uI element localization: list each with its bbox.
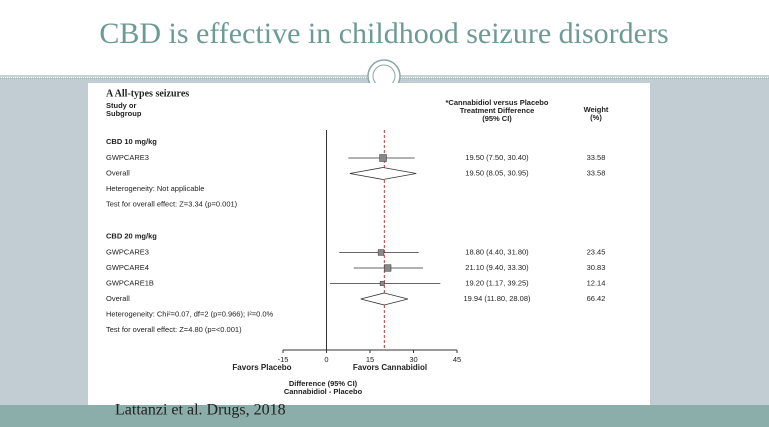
value-label: 18.80 (4.40, 31.80)	[465, 247, 529, 256]
x-tick-label: 0	[324, 355, 328, 364]
row-label: Overall	[106, 294, 130, 303]
x-axis-label: Cannabidiol - Placebo	[284, 387, 363, 396]
heterogeneity: Heterogeneity: Chi²=0.07, df=2 (p=0.966)…	[106, 309, 274, 318]
figure-panel	[88, 83, 650, 405]
weight-label: 23.45	[587, 247, 606, 256]
weight-label: 66.42	[587, 294, 606, 303]
slide-title: CBD is effective in childhood seizure di…	[99, 17, 668, 50]
value-label: 19.50 (8.05, 30.95)	[465, 168, 529, 177]
overall-test: Test for overall effect: Z=3.34 (p=0.001…	[106, 199, 238, 208]
row-label: Overall	[106, 168, 130, 177]
column-header: *Cannabidiol versus Placebo	[446, 98, 549, 107]
row-label: GWPCARE3	[106, 153, 149, 162]
heterogeneity: Heterogeneity: Not applicable	[106, 184, 204, 193]
column-header: Subgroup	[106, 109, 142, 118]
x-tick-label: -15	[278, 355, 289, 364]
favors-label: Favors Cannabidiol	[353, 363, 427, 372]
favors-label: Favors Placebo	[232, 363, 291, 372]
column-header: (95% CI)	[482, 114, 512, 123]
column-header: Treatment Difference	[460, 106, 535, 115]
group-label: CBD 10 mg/kg	[106, 137, 157, 146]
weight-label: 33.58	[587, 153, 606, 162]
point-estimate	[379, 281, 385, 286]
group-label: CBD 20 mg/kg	[106, 231, 157, 240]
x-tick-label: 45	[453, 355, 461, 364]
point-estimate	[379, 154, 387, 162]
weight-label: 12.14	[587, 278, 606, 287]
x-tick-label: 15	[366, 355, 374, 364]
weight-label: 33.58	[587, 168, 606, 177]
x-axis-label: Difference (95% CI)	[289, 379, 358, 388]
point-estimate	[384, 264, 392, 272]
row-label: GWPCARE4	[106, 263, 149, 272]
value-label: 19.94 (11.80, 28.08)	[464, 294, 531, 303]
overall-test: Test for overall effect: Z=4.80 (p=<0.00…	[106, 325, 242, 334]
value-label: 21.10 (9.40, 33.30)	[465, 263, 529, 272]
column-header: Study or	[106, 101, 136, 110]
diamond	[360, 292, 409, 306]
diamond	[349, 167, 417, 180]
column-header: (%)	[590, 113, 602, 122]
citation: Lattanzi et al. Drugs, 2018	[115, 402, 286, 419]
footer-band	[0, 405, 769, 427]
value-label: 19.50 (7.50, 30.40)	[465, 153, 529, 162]
row-label: GWPCARE1B	[106, 278, 154, 287]
weight-label: 30.83	[587, 263, 606, 272]
panel-title: A All-types seizures	[106, 88, 189, 99]
point-estimate	[377, 249, 385, 256]
column-header: Weight	[584, 105, 609, 114]
row-label: GWPCARE3	[106, 247, 149, 256]
value-label: 19.20 (1.17, 39.25)	[465, 278, 529, 287]
x-tick-label: 30	[409, 355, 417, 364]
